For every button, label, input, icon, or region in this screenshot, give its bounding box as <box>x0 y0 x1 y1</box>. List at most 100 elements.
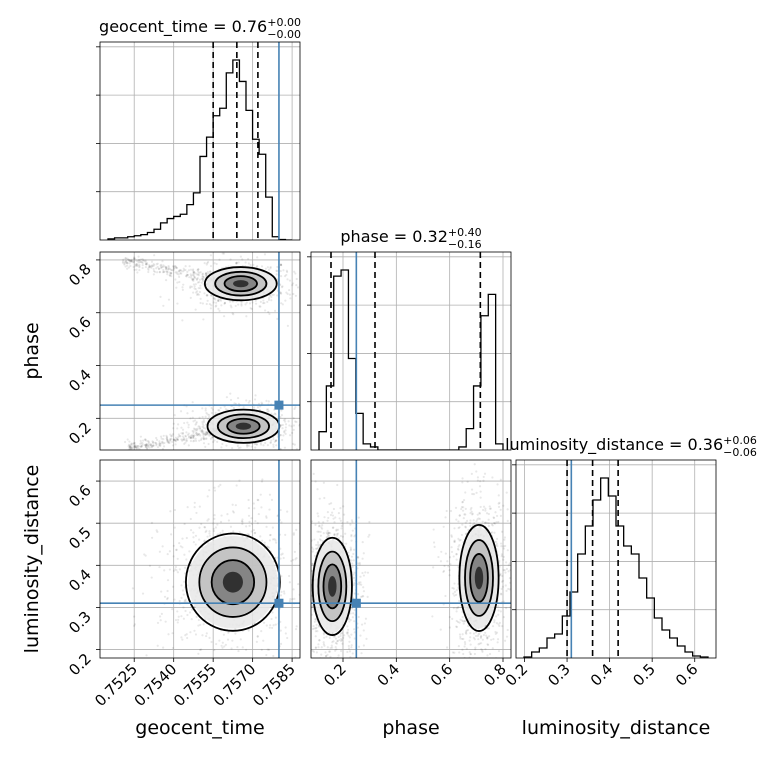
sample-point <box>202 419 205 422</box>
sample-point <box>123 262 126 265</box>
sample-point <box>224 450 226 452</box>
sample-point <box>130 444 133 447</box>
sample-point <box>500 545 503 548</box>
sample-point <box>457 658 459 660</box>
sample-point <box>502 568 505 572</box>
sample-point <box>121 260 125 263</box>
sample-point <box>311 562 314 565</box>
sample-point <box>350 646 353 649</box>
sample-point <box>135 259 138 262</box>
sample-point <box>254 299 257 302</box>
sample-point <box>479 480 482 483</box>
sample-point <box>255 443 258 446</box>
x-tick-label-luminosity_distance: 0.2 <box>502 660 532 690</box>
sample-point <box>130 442 133 445</box>
sample-point <box>483 472 487 475</box>
sample-point <box>234 262 238 265</box>
sample-point <box>349 618 352 622</box>
sample-point <box>189 436 192 440</box>
sample-point <box>231 639 234 642</box>
sample-point <box>204 407 207 410</box>
sample-point <box>195 278 198 281</box>
sample-point <box>140 441 143 444</box>
sample-point <box>486 636 489 639</box>
sample-point <box>205 294 208 297</box>
sample-point <box>207 518 210 521</box>
sample-point <box>241 522 244 526</box>
sample-point <box>171 440 174 444</box>
sample-point <box>266 444 269 447</box>
sample-point <box>471 492 474 496</box>
sample-point <box>327 534 331 537</box>
sample-point <box>126 257 129 260</box>
sample-point <box>150 445 154 448</box>
sample-point <box>241 258 244 261</box>
sample-point <box>157 267 161 270</box>
sample-point <box>224 643 227 646</box>
sample-point <box>265 525 268 528</box>
sample-point <box>162 434 165 437</box>
sample-point <box>124 257 127 260</box>
sample-point <box>133 615 136 618</box>
sample-point <box>217 299 220 303</box>
sample-point <box>240 304 243 307</box>
sample-point <box>486 637 489 640</box>
sample-point <box>207 413 211 416</box>
sample-point <box>439 560 443 563</box>
sample-point <box>195 421 198 424</box>
sample-point <box>193 506 196 509</box>
sample-point <box>189 285 192 288</box>
sample-point <box>175 548 178 551</box>
sample-point <box>284 423 288 426</box>
sample-point <box>249 263 252 267</box>
sample-point <box>314 292 316 294</box>
sample-point <box>179 272 182 275</box>
sample-point <box>295 277 298 281</box>
sample-point <box>432 566 435 569</box>
sample-point <box>495 622 499 625</box>
sample-point <box>165 266 168 269</box>
sample-point <box>517 581 519 583</box>
sample-point <box>442 570 445 574</box>
sample-point <box>178 542 181 545</box>
sample-point <box>174 443 177 446</box>
sample-point <box>180 584 183 587</box>
sample-point <box>464 507 467 511</box>
sample-point <box>221 529 224 532</box>
sample-point <box>488 505 491 508</box>
sample-point <box>366 571 370 574</box>
sample-point <box>229 258 232 261</box>
sample-point <box>280 286 284 289</box>
sample-point <box>201 302 205 305</box>
sample-point <box>461 523 464 526</box>
sample-point <box>267 400 270 403</box>
sample-point <box>445 646 449 649</box>
sample-point <box>327 516 330 520</box>
sample-point <box>159 444 162 447</box>
sample-point <box>270 295 273 299</box>
sample-point <box>482 505 486 508</box>
sample-point <box>192 541 195 544</box>
sample-point <box>266 408 270 411</box>
sample-point <box>270 659 272 661</box>
sample-point <box>184 274 188 278</box>
sample-point <box>141 442 144 445</box>
sample-point <box>229 304 232 307</box>
sample-point <box>158 443 161 447</box>
sample-point <box>205 294 208 297</box>
sample-point <box>169 433 172 436</box>
sample-point <box>361 557 364 560</box>
sample-point <box>126 261 129 264</box>
sample-point <box>326 646 329 649</box>
sample-point <box>147 443 150 446</box>
sample-point <box>127 266 130 269</box>
sample-point <box>480 666 482 668</box>
sample-point <box>290 425 293 428</box>
sample-point <box>147 441 151 444</box>
sample-point <box>256 256 259 259</box>
sample-point <box>293 597 296 600</box>
sample-point <box>205 432 208 435</box>
sample-point <box>484 521 487 524</box>
sample-point <box>361 595 364 598</box>
sample-point <box>461 481 464 484</box>
